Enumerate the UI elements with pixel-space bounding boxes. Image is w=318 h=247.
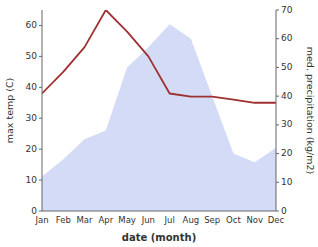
y2-tick [276,38,279,39]
y2-tick-label: 40 [281,91,293,101]
x-axis-title: date (month) [122,232,196,243]
plot-area [42,10,276,211]
y-tick [39,211,42,212]
x-tick-label: Jan [34,215,48,225]
temperature-line [42,10,276,103]
chart-svg: 0 10 20 30 40 50 60 0 10 20 30 40 50 60 70 Jan Feb Mar Apr… [0,0,318,247]
y2-tick [276,211,279,212]
x-tick-label: Apr [98,215,113,225]
y2-tick-label: 50 [281,62,293,72]
y2-tick [276,153,279,154]
y2-tick-label: 60 [281,33,293,43]
y-tick [39,87,42,88]
x-tick-label: Mar [77,215,94,225]
y-tick [39,149,42,150]
y-tick-label: 60 [26,20,38,30]
y-tick-label: 0 [31,206,37,216]
y2-tick [276,10,279,11]
y-axis-title: max temp (C) [4,78,15,144]
y2-axis-title: med. precipitation (kg/m2) [305,47,316,174]
chart-container: 0 10 20 30 40 50 60 0 10 20 30 40 50 60 70 Jan Feb Mar Apr… [0,0,318,247]
x-tick-label: Nov [246,215,263,225]
y-tick-label: 10 [26,175,38,185]
y2-tick-label: 0 [281,206,287,216]
y2-tick [276,67,279,68]
y-tick-label: 20 [26,144,38,154]
x-tick-label: May [118,215,136,225]
x-tick-label: Oct [226,215,241,225]
y2-axis-line [276,10,277,211]
x-tick-label: Aug [183,215,200,225]
y-tick [39,180,42,181]
x-tick-label: Jul [164,215,175,225]
y2-tick-label: 30 [281,119,293,129]
page: {"chart_data": {"type": "line", "categor… [0,0,318,247]
y2-tick-label: 70 [281,5,293,15]
x-tick-label: Sep [204,215,220,225]
y2-tick-label: 20 [281,148,293,158]
precipitation-area [42,24,276,211]
y-tick [39,118,42,119]
x-axis-line [42,211,276,212]
y-tick-label: 40 [26,82,38,92]
y2-tick [276,182,279,183]
y-tick [39,56,42,57]
y2-tick-label: 10 [281,177,293,187]
x-tick-label: Dec [268,215,285,225]
y-tick [39,25,42,26]
y2-tick [276,124,279,125]
x-tick-label: Feb [56,215,71,225]
y-axis-line [42,10,43,211]
y2-tick [276,96,279,97]
x-tick-label: Jun [141,215,155,225]
y-tick-label: 30 [26,113,38,123]
y-tick-label: 50 [26,51,38,61]
